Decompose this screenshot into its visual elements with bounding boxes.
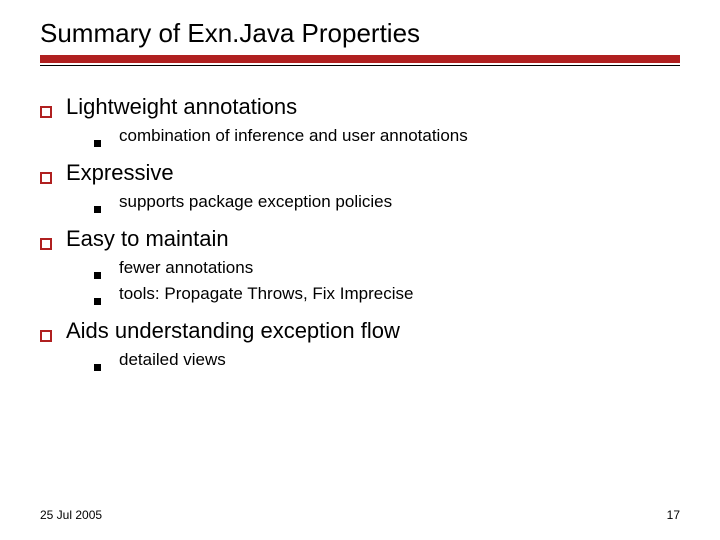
square-bullet-icon <box>40 106 52 118</box>
list-subitem: combination of inference and user annota… <box>94 126 680 146</box>
list-item-label: Expressive <box>66 160 174 186</box>
list-item-label: Lightweight annotations <box>66 94 297 120</box>
list-item: Easy to maintain <box>40 226 680 252</box>
list-subitem: detailed views <box>94 350 680 370</box>
square-bullet-icon <box>40 330 52 342</box>
square-bullet-filled-icon <box>94 140 101 147</box>
list-item-label: Easy to maintain <box>66 226 229 252</box>
title-rule-thick <box>40 55 680 63</box>
list-item: Aids understanding exception flow <box>40 318 680 344</box>
square-bullet-icon <box>40 238 52 250</box>
square-bullet-filled-icon <box>94 272 101 279</box>
outline-list: Lightweight annotations combination of i… <box>40 94 680 370</box>
list-subitem: supports package exception policies <box>94 192 680 212</box>
list-subitem-label: detailed views <box>119 350 226 370</box>
square-bullet-filled-icon <box>94 298 101 305</box>
list-item: Expressive <box>40 160 680 186</box>
list-subitem: tools: Propagate Throws, Fix Imprecise <box>94 284 680 304</box>
slide: Summary of Exn.Java Properties Lightweig… <box>0 0 720 540</box>
list-subitem: fewer annotations <box>94 258 680 278</box>
footer-date: 25 Jul 2005 <box>40 508 102 522</box>
list-subitem-label: supports package exception policies <box>119 192 392 212</box>
square-bullet-filled-icon <box>94 364 101 371</box>
slide-title: Summary of Exn.Java Properties <box>40 18 680 49</box>
list-item-label: Aids understanding exception flow <box>66 318 400 344</box>
list-item: Lightweight annotations <box>40 94 680 120</box>
list-subitem-label: fewer annotations <box>119 258 253 278</box>
list-subitem-label: tools: Propagate Throws, Fix Imprecise <box>119 284 413 304</box>
square-bullet-filled-icon <box>94 206 101 213</box>
footer-page-number: 17 <box>667 508 680 522</box>
list-subitem-label: combination of inference and user annota… <box>119 126 468 146</box>
title-rule-thin <box>40 65 680 66</box>
square-bullet-icon <box>40 172 52 184</box>
